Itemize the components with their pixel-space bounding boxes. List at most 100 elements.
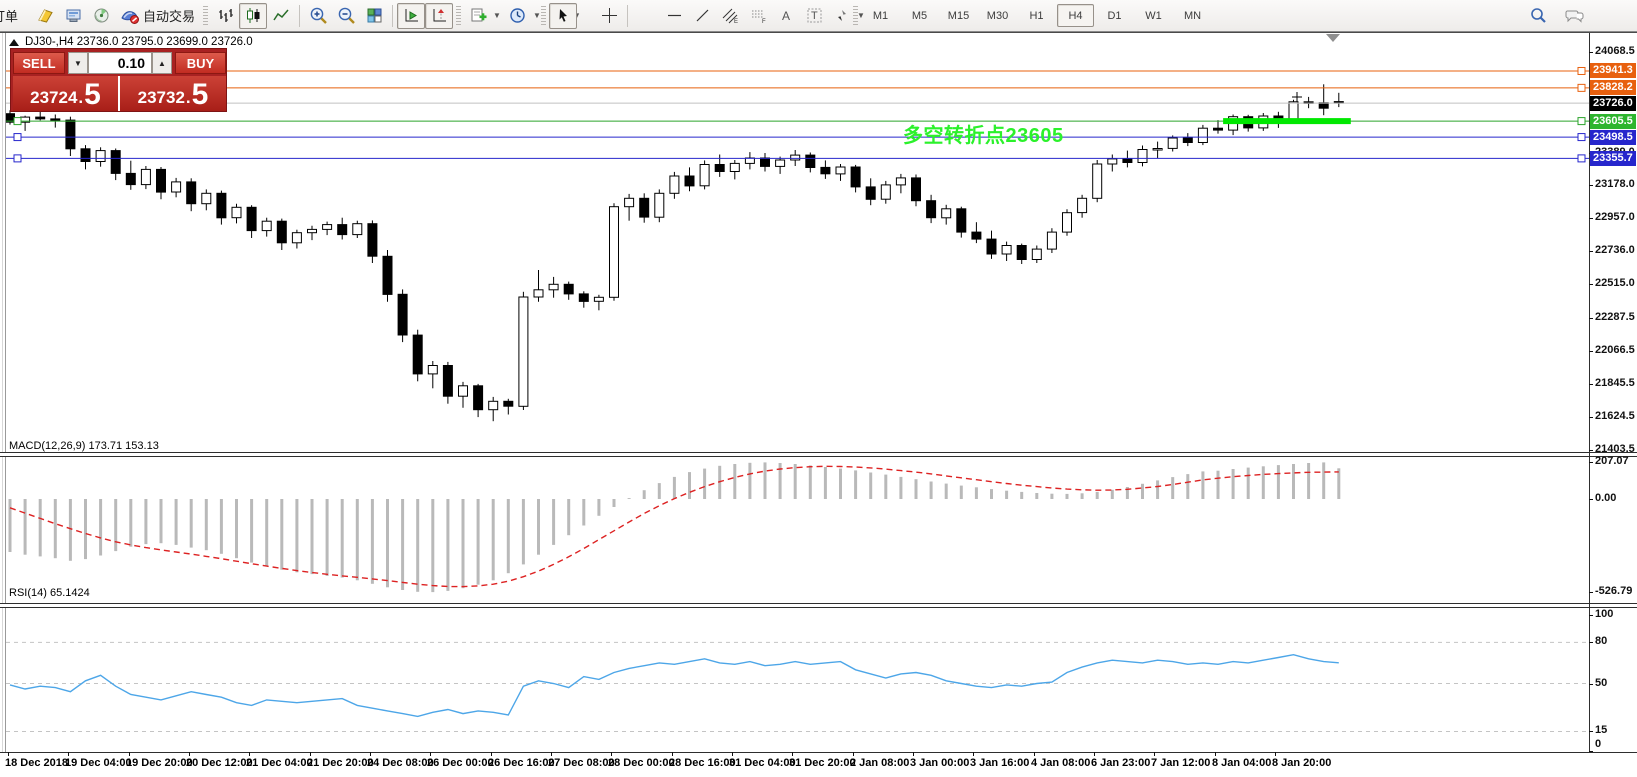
price-axis-line xyxy=(1589,33,1590,752)
rsi-panel-canvas[interactable] xyxy=(6,608,1589,752)
volume-increase-button[interactable]: ▲ xyxy=(152,52,172,74)
chart-shift-button[interactable] xyxy=(425,2,454,29)
rsi-tick-label: 50 xyxy=(1595,677,1608,689)
yellow-book-icon xyxy=(37,9,53,23)
profiles-dropdown-caret[interactable]: ▼ xyxy=(532,11,541,20)
timeframe-H1[interactable]: H1 xyxy=(1029,9,1044,22)
main-toolbar: 订单 xyxy=(0,0,1637,32)
new-order-button[interactable]: 订单 xyxy=(0,4,31,28)
toolbar-grip xyxy=(456,5,462,26)
price-level-flag: 23605.5 xyxy=(1590,114,1636,129)
new-chart-dropdown-caret[interactable]: ▼ xyxy=(493,11,501,20)
svg-text:F: F xyxy=(762,19,766,25)
price-tick-label: 21624.5 xyxy=(1595,410,1635,422)
chart-shift-marker xyxy=(1326,34,1340,42)
toolbar-separator xyxy=(299,4,301,27)
rsi-tick-label: 100 xyxy=(1595,608,1614,620)
price-tick-label: 22066.5 xyxy=(1595,344,1635,356)
timeframe-M5[interactable]: M5 xyxy=(911,9,928,22)
price-tick-label: 24068.5 xyxy=(1595,45,1635,57)
rsi-tick-label: 0 xyxy=(1595,738,1602,750)
fibonacci-tool[interactable]: F xyxy=(744,3,772,29)
autotrading-label: 自动交易 xyxy=(143,9,196,24)
text-tool[interactable]: A xyxy=(772,3,800,29)
horizontal-line-tool[interactable] xyxy=(660,3,688,29)
rsi-tick-label: 80 xyxy=(1595,635,1608,647)
terminal-icon[interactable] xyxy=(59,3,87,29)
zoom-in-button[interactable] xyxy=(304,3,332,29)
chart-annotation-text: 多空转折点23605 xyxy=(903,125,1064,147)
price-tick-label: 23389.0 xyxy=(1595,146,1635,158)
panel-separator[interactable] xyxy=(0,452,1637,457)
radar-icon[interactable] xyxy=(87,3,115,29)
text-label-tool[interactable]: T xyxy=(800,3,828,29)
crosshair-button[interactable] xyxy=(595,3,623,29)
tile-windows-button[interactable] xyxy=(360,3,388,29)
autotrading-button[interactable]: 自动交易 xyxy=(115,3,200,29)
window-left-border xyxy=(2,33,3,777)
price-tick-label: 22736.0 xyxy=(1595,244,1635,256)
price-chart-canvas[interactable] xyxy=(6,33,1589,452)
price-tick-label: 23178.0 xyxy=(1595,178,1635,190)
timeframe-group: M1 M5 M15 M30 H1 H4 D1 W1 MN xyxy=(861,4,1212,27)
price-level-flag: 23941.3 xyxy=(1590,63,1636,78)
panel-separator[interactable] xyxy=(0,603,1637,608)
timeframe-W1[interactable]: W1 xyxy=(1145,9,1162,22)
auto-scroll-button[interactable] xyxy=(397,2,426,29)
zoom-out-button[interactable] xyxy=(332,3,360,29)
volume-decrease-button[interactable]: ▼ xyxy=(68,52,88,74)
buy-button[interactable]: BUY xyxy=(175,52,226,74)
sell-price[interactable]: 23724. 5 xyxy=(13,76,118,111)
price-level-flag: 23498.5 xyxy=(1590,130,1636,145)
buy-price[interactable]: 23732. 5 xyxy=(120,76,226,111)
new-chart-button[interactable] xyxy=(464,3,492,29)
sell-button[interactable]: SELL xyxy=(13,52,65,74)
arrows-tool[interactable] xyxy=(828,3,856,29)
rsi-tick-label: 15 xyxy=(1595,724,1608,736)
price-tick-label: 22515.0 xyxy=(1595,277,1635,289)
timeframe-D1[interactable]: D1 xyxy=(1107,9,1122,22)
window-left-border xyxy=(5,33,6,777)
macd-tick-label: 0.00 xyxy=(1595,492,1617,504)
volume-input[interactable] xyxy=(88,52,152,74)
chart-top-border xyxy=(0,32,1637,33)
chart-title-row: DJ30-,H4 23736.0 23795.0 23699.0 23726.0 xyxy=(9,36,253,48)
timeframe-M15[interactable]: M15 xyxy=(947,9,970,22)
macd-tick-label: -526.79 xyxy=(1595,585,1633,597)
arrows-dropdown-caret[interactable]: ▼ xyxy=(857,11,865,20)
market-book-icon[interactable] xyxy=(31,3,59,29)
price-tick-label: 21845.5 xyxy=(1595,377,1635,389)
price-divider xyxy=(118,76,120,111)
trendline-tool[interactable] xyxy=(688,3,716,29)
toolbar-separator xyxy=(627,4,628,27)
price-level-flag: 23828.2 xyxy=(1590,80,1636,95)
bar-chart-button[interactable] xyxy=(211,3,239,29)
time-axis[interactable] xyxy=(0,752,1637,777)
toolbar-grip xyxy=(853,5,858,26)
timeframe-MN[interactable]: MN xyxy=(1183,9,1202,22)
chat-icon[interactable] xyxy=(1560,3,1588,29)
equidistant-channel-tool[interactable]: E xyxy=(716,3,744,29)
toolbar-separator xyxy=(392,4,394,27)
timeframe-M1[interactable]: M1 xyxy=(872,9,889,22)
rsi-indicator-label: RSI(14) 65.1424 xyxy=(9,587,90,599)
timeframe-M30[interactable]: M30 xyxy=(986,9,1009,22)
one-click-trading-panel: SELL ▼ ▲ BUY 23724.5 23732.5 xyxy=(10,48,227,112)
macd-indicator-label: MACD(12,26,9) 173.71 153.13 xyxy=(9,440,159,452)
search-icon[interactable] xyxy=(1524,3,1552,29)
timeframe-H4[interactable]: H4 xyxy=(1057,4,1094,27)
svg-text:A: A xyxy=(782,9,790,23)
price-tick-label: 22287.5 xyxy=(1595,311,1635,323)
price-tick-label: 22957.0 xyxy=(1595,211,1635,223)
price-level-flag: 23355.7 xyxy=(1590,151,1636,166)
vertical-line-tool[interactable] xyxy=(632,3,660,29)
cursor-button[interactable] xyxy=(549,2,577,29)
macd-panel-canvas[interactable] xyxy=(6,457,1589,603)
toolbar-grip xyxy=(203,5,209,26)
price-level-flag: 23726.0 xyxy=(1590,96,1636,111)
profiles-clock-button[interactable] xyxy=(504,3,532,29)
line-chart-button[interactable] xyxy=(267,3,295,29)
one-click-collapse-icon[interactable] xyxy=(9,38,19,46)
candlestick-chart-button[interactable] xyxy=(239,2,268,29)
